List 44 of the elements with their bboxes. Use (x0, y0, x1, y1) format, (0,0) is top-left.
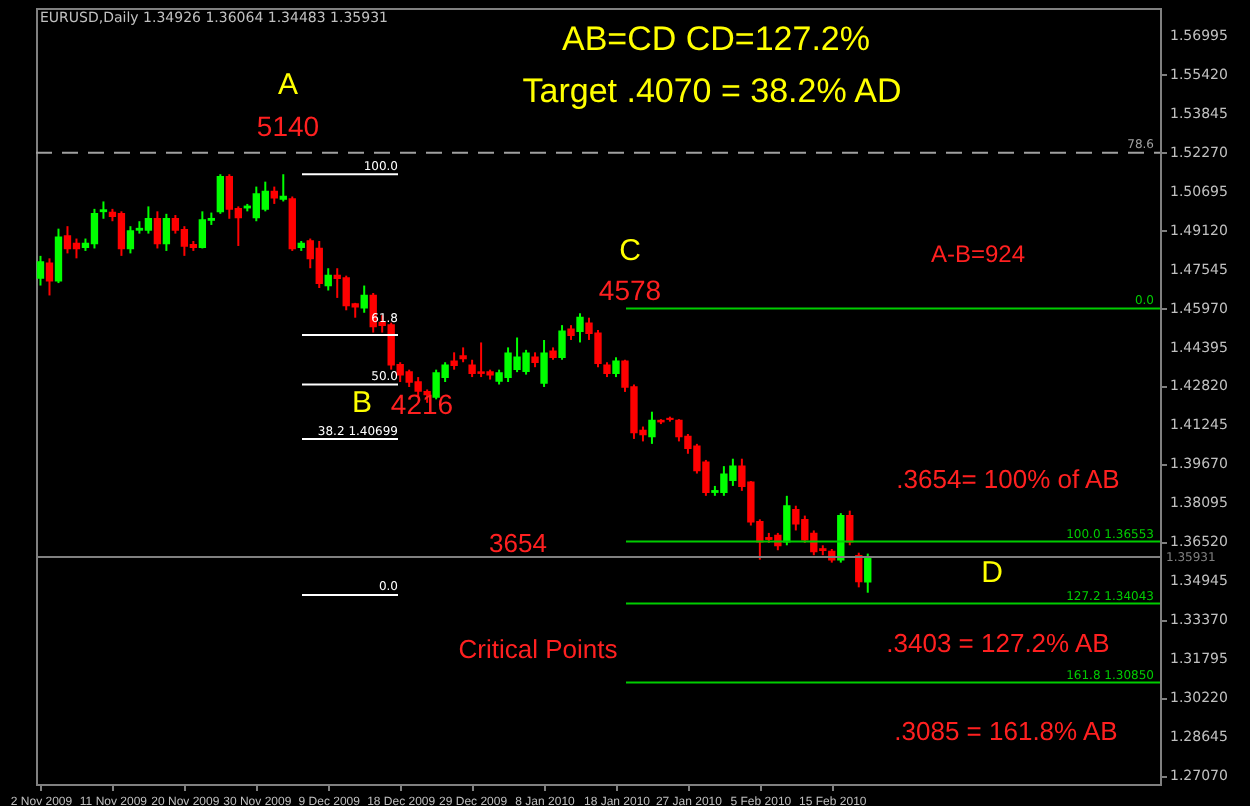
candlestick (45, 257, 54, 297)
candlestick (360, 284, 368, 314)
candlestick (846, 509, 854, 547)
annotation: A (277, 68, 299, 102)
candlestick (63, 225, 72, 255)
annotation: Target .4070 = 38.2% AD (522, 72, 902, 110)
annotation: Critical Points (458, 634, 619, 664)
candlestick (261, 180, 269, 213)
candlestick (180, 225, 189, 257)
candlestick (117, 210, 126, 257)
candlestick (279, 173, 287, 203)
candlestick (225, 173, 234, 220)
annotation: C (619, 234, 642, 268)
candlestick (126, 225, 135, 255)
candlestick (144, 205, 153, 235)
candlestick (324, 267, 332, 292)
candlestick (153, 210, 162, 250)
annotation: 3654 (489, 528, 547, 558)
candlestick (648, 410, 656, 445)
candlestick (315, 240, 323, 290)
candlestick (90, 207, 99, 250)
candlestick (72, 237, 81, 260)
annotation: 4216 (390, 388, 454, 420)
candlestick (198, 210, 207, 250)
candlestick (558, 324, 566, 361)
annotation: 5140 (256, 110, 320, 142)
candlestick (783, 494, 791, 547)
candlestick (162, 212, 171, 252)
candlestick (864, 552, 872, 594)
annotation: .3654= 100% of AB (896, 464, 1120, 494)
annotation: B (351, 386, 373, 420)
annotation: D (981, 556, 1004, 590)
annotation: .3085 = 161.8% AB (894, 716, 1118, 746)
candlestick (576, 312, 584, 344)
annotation: AB=CD CD=127.2% (561, 20, 871, 58)
annotation: 4578 (598, 274, 662, 306)
annotation: A-B=924 (930, 240, 1026, 268)
candlestick (54, 227, 63, 285)
candlestick (540, 338, 548, 388)
candlestick (612, 356, 620, 379)
candlestick (216, 173, 225, 215)
candlestick (792, 504, 800, 532)
annotation: .3403 = 127.2% AB (886, 628, 1110, 658)
candlestick (36, 254, 45, 287)
